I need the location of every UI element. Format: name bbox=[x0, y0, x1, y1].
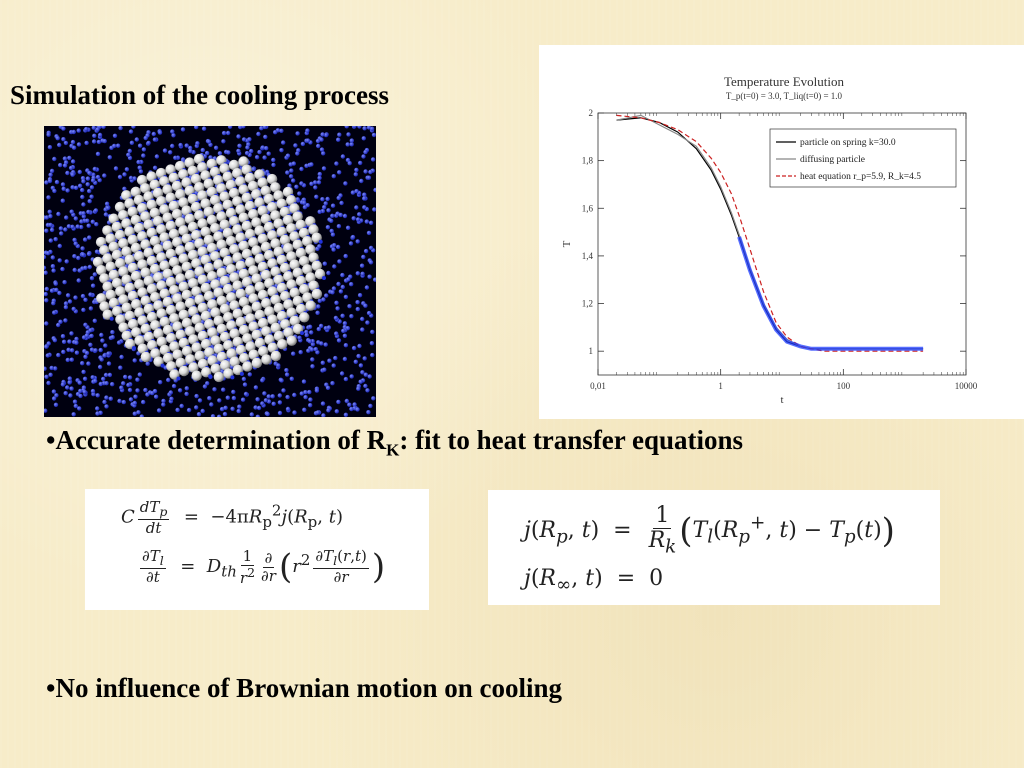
x-axis-label: t bbox=[780, 394, 783, 406]
y-tick-label: 1,4 bbox=[582, 251, 594, 261]
bullet-accurate-determination: •Accurate determination of RK: fit to he… bbox=[46, 425, 743, 460]
particle-simulation-render bbox=[41, 123, 378, 419]
bullet-no-brownian-influence: •No influence of Brownian motion on cool… bbox=[46, 673, 562, 703]
y-tick-label: 2 bbox=[589, 108, 594, 118]
temperature-evolution-chart: Temperature Evolution T_p(t=0) = 3.0, T_… bbox=[561, 74, 978, 406]
y-tick-label: 1,8 bbox=[582, 156, 594, 166]
simulation-image bbox=[41, 123, 378, 419]
equations-right-box: j(Rp, t) = 1 Rk (Tl(Rp+, t) − Tp(t)) j(R∞,… bbox=[488, 490, 940, 605]
y-tick-label: 1,6 bbox=[582, 203, 594, 213]
equation-heat-diffusion: ∂Tl ∂t = Dth 1 r2 ∂ ∂r (r2 ∂Tl(r,t) ∂r) bbox=[140, 547, 386, 587]
equation-flux-boundary: j(Rp, t) = 1 Rk (Tl(Rp+, t) − Tp(t)) bbox=[524, 503, 895, 558]
equation-flux-infinity: j(R∞, t) = 0 bbox=[524, 566, 664, 596]
bullet1-subscript: K bbox=[386, 440, 400, 460]
legend-box bbox=[769, 128, 957, 188]
series-line bbox=[737, 236, 924, 351]
y-tick-label: 1 bbox=[589, 346, 594, 356]
y-tick-label: 1,2 bbox=[582, 299, 593, 309]
temperature-chart-panel: Temperature Evolution T_p(t=0) = 3.0, T_… bbox=[539, 45, 1024, 419]
plot-frame bbox=[597, 112, 967, 376]
x-tick-label: 10000 bbox=[955, 381, 978, 391]
x-tick-label: 1 bbox=[718, 381, 723, 391]
y-axis-label: T bbox=[561, 240, 573, 247]
chart-subtitle: T_p(t=0) = 3.0, T_liq(t=0) = 1.0 bbox=[726, 91, 843, 101]
x-tick-label: 0,01 bbox=[590, 381, 606, 391]
legend-entry: particle on spring k=30.0 bbox=[800, 138, 896, 148]
bullet1-suffix: : fit to heat transfer equations bbox=[399, 425, 744, 455]
x-tick-label: 100 bbox=[837, 381, 851, 391]
series-line bbox=[616, 114, 924, 352]
legend-entry: heat equation r_p=5.9, R_k=4.5 bbox=[800, 172, 921, 182]
chart-title: Temperature Evolution bbox=[724, 74, 845, 89]
bullet1-prefix: •Accurate determination of R bbox=[46, 425, 387, 455]
legend-entry: diffusing particle bbox=[800, 154, 865, 165]
slide-title: Simulation of the cooling process bbox=[10, 80, 390, 110]
